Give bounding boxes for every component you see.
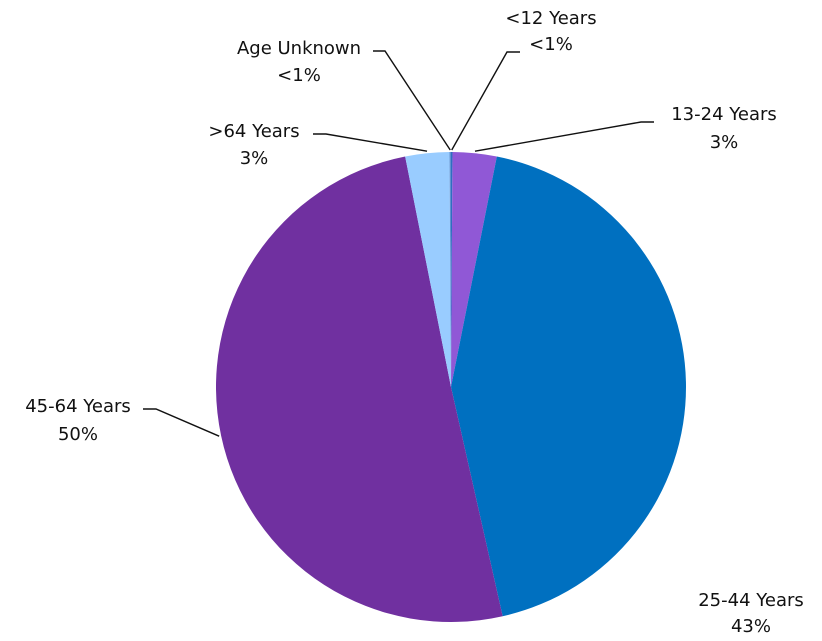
slice-label-age-unknown-name: Age Unknown <box>237 38 361 59</box>
leader-45-64 <box>143 408 220 437</box>
slice-label-25-44-name: 25-44 Years <box>698 590 804 611</box>
leader-under-12 <box>451 51 520 151</box>
slice-label-25-44: 25-44 Years 43% <box>698 590 804 637</box>
slice-label-45-64: 45-64 Years 50% <box>25 396 131 445</box>
slice-label-under-12-name: <12 Years <box>505 8 596 29</box>
leader-lines-layer <box>143 50 654 437</box>
slice-label-13-24-value: 3% <box>710 132 739 153</box>
slice-label-over-64: >64 Years 3% <box>208 121 299 169</box>
slice-label-under-12-value: <1% <box>529 34 573 55</box>
slice-label-under-12: <12 Years <1% <box>505 8 596 55</box>
slice-label-45-64-name: 45-64 Years <box>25 396 131 417</box>
slice-age-unknown <box>449 152 451 387</box>
slice-25-44 <box>451 156 686 617</box>
slices-layer <box>215 152 686 623</box>
slice-label-over-64-value: 3% <box>240 148 269 169</box>
slice-13-24 <box>451 152 497 387</box>
slice-label-age-unknown: Age Unknown <1% <box>237 38 361 86</box>
leader-age-unknown <box>373 50 451 151</box>
slice-45-64 <box>215 156 503 623</box>
leader-13-24 <box>474 121 654 152</box>
slice-over-64 <box>405 152 451 387</box>
slice-label-over-64-name: >64 Years <box>208 121 299 142</box>
slice-label-45-64-value: 50% <box>58 424 98 445</box>
slice-label-age-unknown-value: <1% <box>277 65 321 86</box>
slice-label-13-24: 13-24 Years 3% <box>671 104 777 153</box>
slice-label-25-44-value: 43% <box>731 616 771 637</box>
slice-under-12 <box>451 152 453 387</box>
slice-label-13-24-name: 13-24 Years <box>671 104 777 125</box>
leader-over-64 <box>313 133 428 152</box>
